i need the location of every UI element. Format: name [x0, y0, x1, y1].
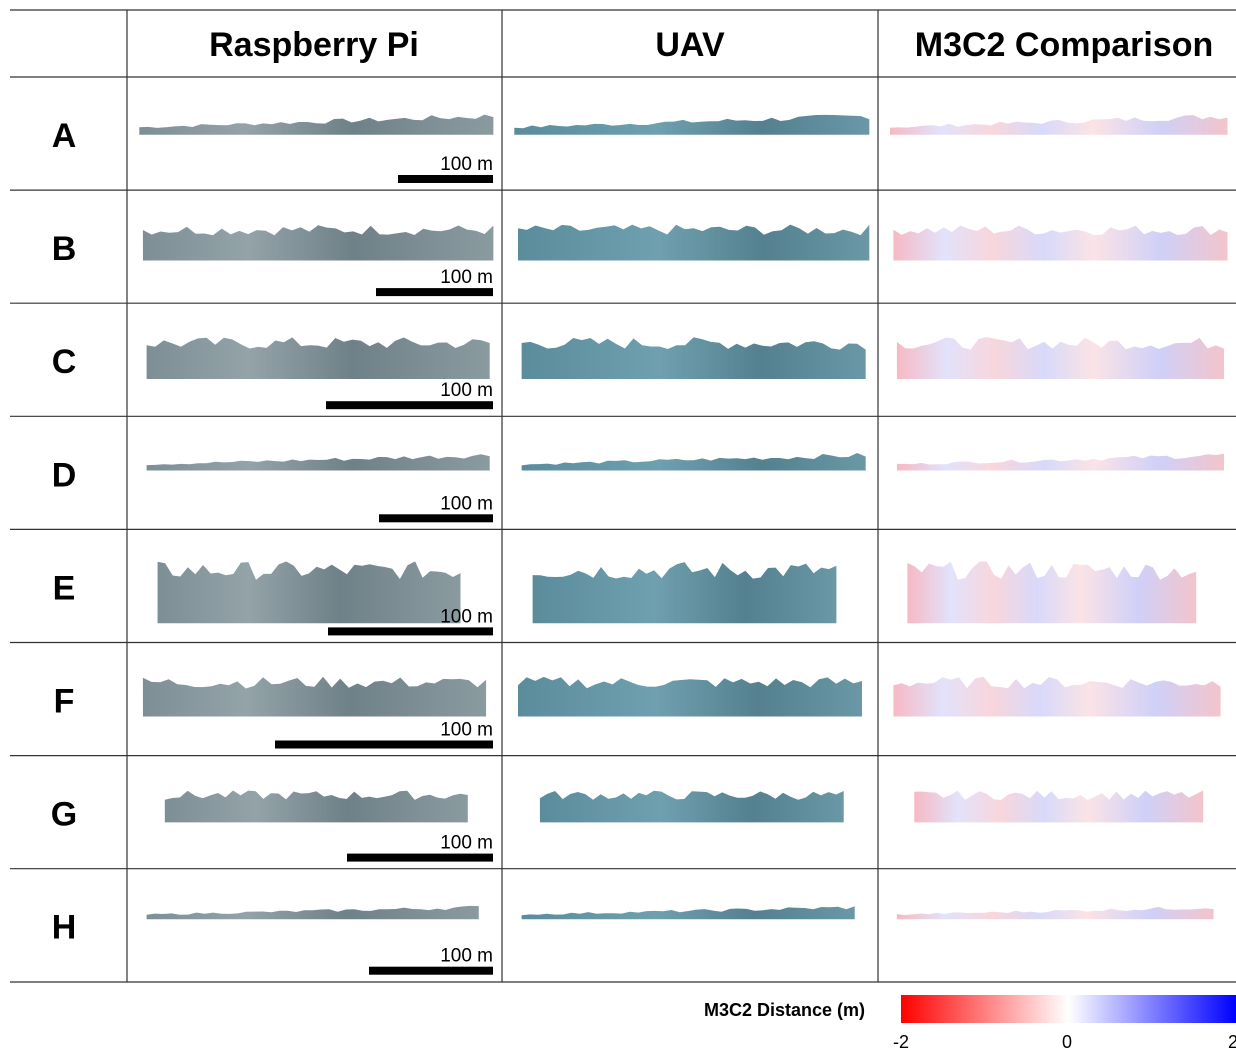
row-label: G: [51, 796, 77, 834]
scale-label: 100 m: [440, 720, 493, 741]
point-cloud-image: [139, 114, 494, 135]
point-cloud-image: [146, 337, 490, 379]
scale-bar: [369, 966, 493, 975]
point-cloud-image: [142, 676, 487, 717]
point-cloud-image: [893, 225, 1228, 261]
colorbar-label: M3C2 Distance (m): [704, 1000, 865, 1020]
point-cloud-image: [889, 115, 1228, 135]
point-cloud-image: [532, 562, 837, 624]
point-cloud-image: [517, 224, 870, 261]
point-cloud-image: [517, 676, 863, 717]
point-cloud-image: [146, 905, 479, 920]
scale-bar: [328, 627, 493, 636]
point-cloud-image: [157, 561, 461, 624]
scale-bar: [379, 514, 493, 523]
point-cloud-image: [521, 453, 866, 471]
point-cloud-image: [142, 225, 494, 261]
column-header: Raspberry Pi: [209, 26, 419, 64]
column-header: UAV: [655, 26, 725, 64]
table: Raspberry Pi UAV M3C2 Comparison: [10, 9, 1236, 982]
scale-label: 100 m: [440, 833, 493, 854]
point-cloud-image: [521, 337, 866, 379]
colorbar-tick-label: 0: [1062, 1032, 1072, 1051]
point-cloud-image: [539, 790, 844, 823]
point-cloud-image: [907, 561, 1197, 624]
scale-label: 100 m: [440, 493, 493, 514]
row-label: F: [54, 683, 75, 721]
column-header: M3C2 Comparison: [915, 26, 1214, 64]
colorbar-tick-label: -2: [893, 1032, 909, 1051]
point-cloud-image: [164, 790, 468, 823]
point-cloud-image: [146, 454, 490, 471]
colorbar-gradient: [901, 995, 1236, 1023]
scale-label: 100 m: [440, 154, 493, 175]
colorbar: M3C2 Distance (m): [704, 995, 1236, 1023]
scale-bar: [347, 853, 493, 862]
scale-bar: [398, 175, 493, 183]
row-label: E: [53, 569, 76, 607]
colorbar-tick-label: 2: [1228, 1032, 1236, 1051]
scale-label: 100 m: [440, 946, 493, 967]
row-label: A: [52, 117, 77, 155]
scale-label: 100 m: [440, 606, 493, 627]
scale-bar: [326, 401, 493, 410]
scale-bar: [376, 288, 493, 297]
scale-label: 100 m: [440, 380, 493, 401]
scale-label: 100 m: [440, 267, 493, 288]
scale-bar: [275, 740, 493, 749]
point-cloud-image: [914, 790, 1204, 823]
row-label: C: [52, 343, 77, 381]
row-label: D: [52, 456, 77, 494]
point-cloud-image: [896, 337, 1225, 379]
row-label: B: [52, 230, 77, 268]
row-label: H: [52, 909, 77, 947]
point-cloud-image: [521, 906, 855, 920]
point-cloud-image: [896, 453, 1225, 471]
point-cloud-image: [514, 114, 870, 135]
point-cloud-image: [896, 906, 1214, 920]
point-cloud-image: [893, 676, 1221, 717]
